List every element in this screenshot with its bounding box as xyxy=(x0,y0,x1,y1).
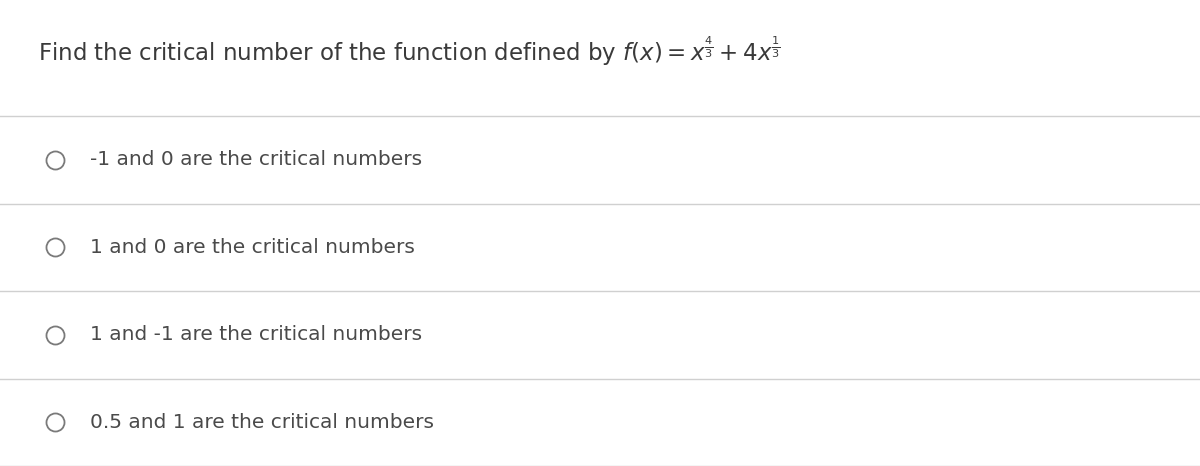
Text: 1 and 0 are the critical numbers: 1 and 0 are the critical numbers xyxy=(90,238,415,257)
Text: 0.5 and 1 are the critical numbers: 0.5 and 1 are the critical numbers xyxy=(90,413,434,432)
Text: Find the critical number of the function defined by $f(x) = x^{\frac{4}{3}} + 4x: Find the critical number of the function… xyxy=(38,34,781,68)
Text: 1 and -1 are the critical numbers: 1 and -1 are the critical numbers xyxy=(90,325,422,344)
Text: -1 and 0 are the critical numbers: -1 and 0 are the critical numbers xyxy=(90,150,422,169)
